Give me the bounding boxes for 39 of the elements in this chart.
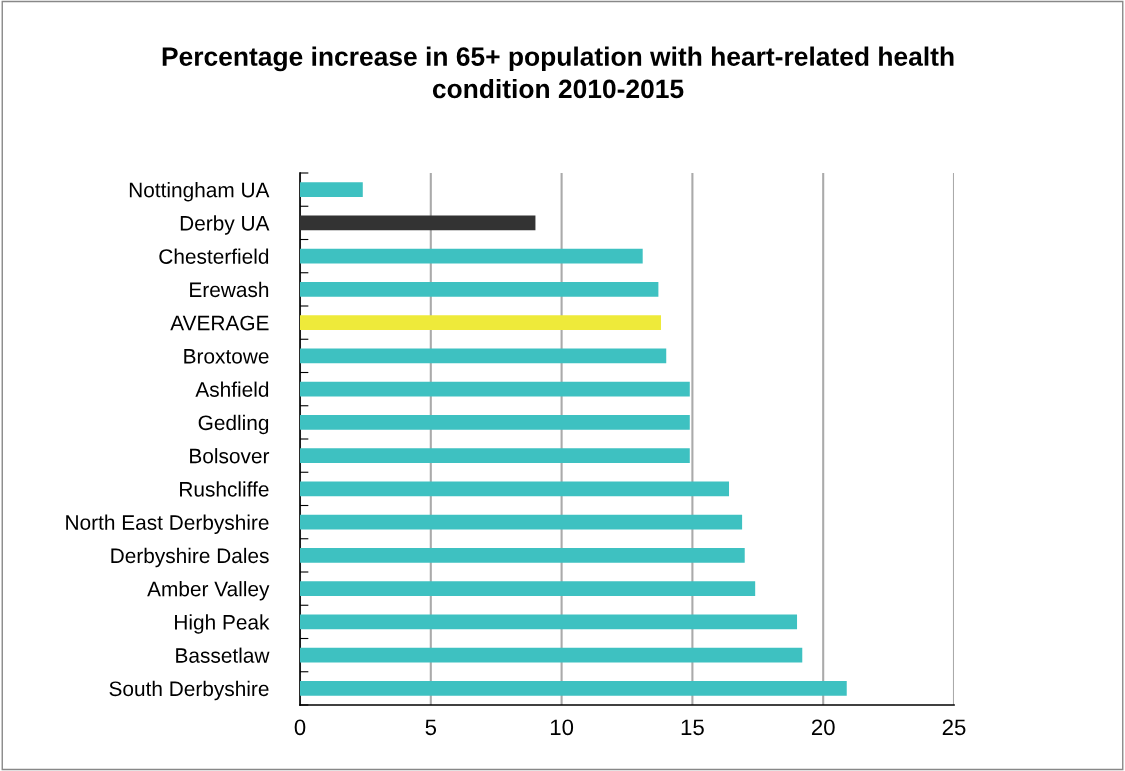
y-tick-label: Derby UA [180,215,270,235]
x-tick-label: 25 [942,719,966,736]
bar [300,315,662,331]
bar [300,248,643,264]
y-tick-label: Ashfield [195,381,269,397]
y-tick-label: Chesterfield [159,248,269,264]
x-tick-label: 5 [425,719,437,736]
bar [300,614,798,630]
bar [300,414,690,430]
bar [300,514,743,530]
y-tick-label: Erewash [190,281,269,298]
y-tick-label: Rushcliffe [180,481,269,497]
x-tick-label: 0 [294,719,306,736]
y-tick-label: Derbyshire Dales [111,547,269,568]
bar [300,581,756,597]
x-tick-label: 20 [811,719,835,736]
x-tick-label: 10 [550,719,574,736]
y-tick-label: Bolsover [190,448,270,464]
bar [300,481,730,497]
x-tick-label: 15 [681,719,704,736]
y-tick-label: North East Derbyshire [66,514,269,534]
y-tick-label: Bassetlaw [176,647,270,663]
y-tick-label: South Derbyshire [109,680,269,701]
bar [300,547,745,563]
bar [300,281,659,297]
y-tick-label: Nottingham UA [129,182,270,202]
y-tick-label: AVERAGE [170,315,269,331]
y-tick-label: Gedling [198,414,269,435]
y-tick-label: High Peak [175,614,270,634]
bar [300,381,690,397]
bar [300,647,803,663]
bar [300,215,536,231]
y-tick-label: Broxtowe [184,349,269,364]
bar [300,448,690,464]
y-tick-label: Amber Valley [147,581,270,601]
bar [300,182,363,198]
bar [300,348,667,364]
bar [300,680,847,696]
chart-title: Percentage increase in 65+ population with heart-related health condition 2010-2015 [162,46,954,99]
